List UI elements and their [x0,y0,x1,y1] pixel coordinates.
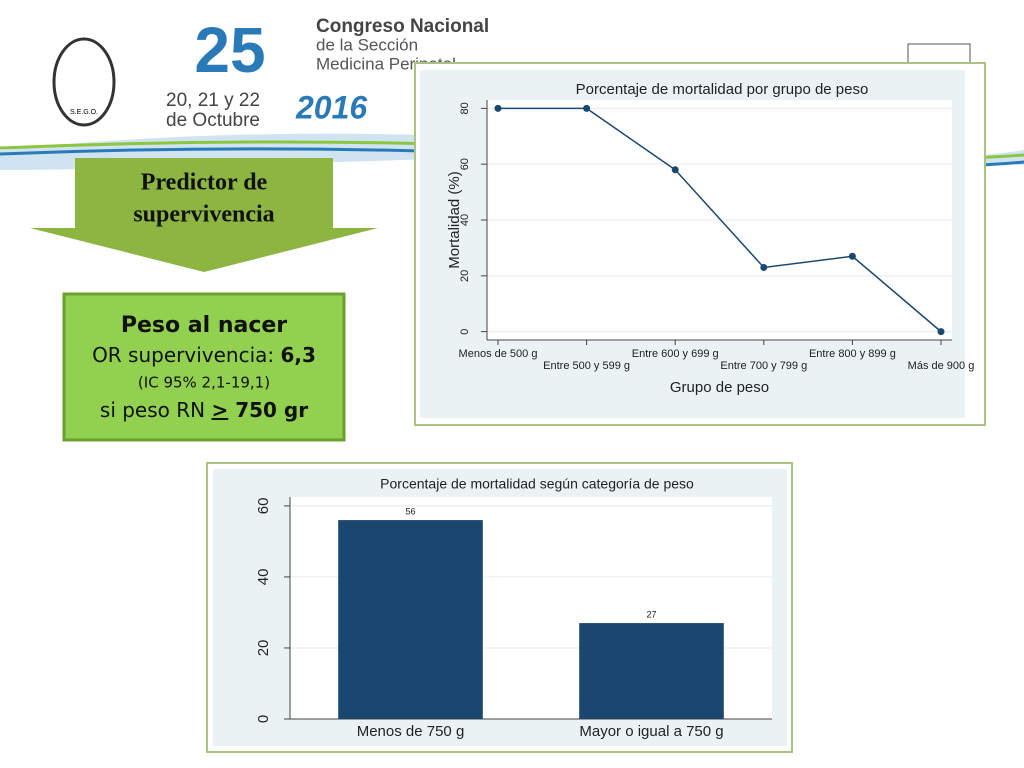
x-tick-label: Más de 900 g [908,360,975,372]
bar [579,623,724,719]
condition-sign: > [211,398,228,422]
info-ci: (IC 95% 2,1-19,1) [138,374,270,392]
data-point [583,104,591,112]
data-point [671,166,679,174]
chart-title: Porcentaje de mortalidad según categoría… [380,476,694,492]
data-label: 27 [646,609,656,619]
dates: 20, 21 y 22 [166,90,260,111]
bar [338,520,483,719]
y-tick-label: 40 [255,569,272,586]
condition-suffix: 750 gr [228,398,308,422]
condition-prefix: si peso RN [100,398,212,422]
data-point [760,263,768,271]
logo-text: S.E.G.O. [70,109,98,116]
data-point [937,328,945,336]
x-axis-label: Grupo de peso [670,379,769,396]
x-tick-label: Menos de 750 g [357,723,465,740]
info-condition: si peso RN > 750 gr [100,398,308,422]
x-tick-label: Entre 700 y 799 g [720,360,807,372]
x-tick-label: Entre 800 y 899 g [809,348,896,360]
arrow-text: supervivencia [133,202,274,228]
y-tick-label: 0 [459,329,471,335]
y-tick-label: 20 [255,640,272,657]
info-box [62,292,346,442]
congress-title: Congreso Nacional [316,16,489,37]
data-label: 56 [405,506,415,516]
info-title: Peso al nacer [121,313,287,338]
x-tick-label: Entre 500 y 599 g [543,360,630,372]
arrow-box [30,158,378,272]
y-tick-label: 40 [459,214,471,226]
year: 2016 [295,89,367,125]
chart-title: Porcentaje de mortalidad por grupo de pe… [576,81,869,98]
y-tick-label: 20 [459,270,471,282]
y-tick-label: 80 [459,102,471,114]
anniversary: 25 [194,14,265,86]
y-tick-label: 0 [255,715,272,723]
info-or: OR supervivencia: 6,3 [92,343,316,367]
data-point [494,104,502,112]
y-axis-label: Mortalidad (%) [446,171,463,269]
or-label: OR supervivencia: [92,343,280,367]
arrow-text: Predictor de [141,170,268,196]
dates: de Octubre [166,110,260,131]
or-value: 6,3 [281,343,316,367]
data-point [848,252,856,260]
data-line [498,107,942,333]
x-tick-label: Entre 600 y 699 g [632,348,719,360]
y-tick-label: 60 [255,498,272,515]
x-tick-label: Menos de 500 g [459,348,538,360]
x-tick-label: Mayor o igual a 750 g [579,723,723,740]
logo [52,37,116,127]
y-tick-label: 60 [459,158,471,170]
congress-title: de la Sección [316,35,418,54]
